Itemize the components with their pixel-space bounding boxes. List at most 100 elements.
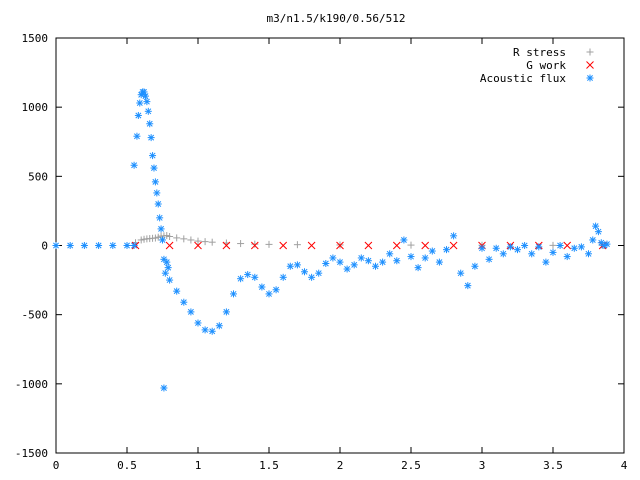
data-point — [322, 259, 330, 267]
data-point — [237, 275, 245, 283]
data-point — [428, 247, 436, 255]
data-point — [315, 269, 323, 277]
data-point — [279, 273, 287, 281]
chart-title: m3/n1.5/k190/0.56/512 — [266, 12, 405, 25]
x-tick-label: 2.5 — [401, 459, 421, 472]
data-point — [379, 258, 387, 266]
x-tick-label: 1.5 — [259, 459, 279, 472]
data-point — [258, 283, 266, 291]
y-tick-label: -1500 — [15, 447, 48, 460]
data-point — [478, 244, 486, 252]
data-point — [160, 384, 168, 392]
data-point — [421, 254, 429, 262]
data-point — [230, 290, 237, 298]
data-point — [180, 235, 188, 243]
data-point — [159, 236, 166, 244]
data-point — [222, 308, 230, 316]
data-point — [194, 319, 202, 327]
data-point — [336, 258, 344, 266]
data-point — [166, 233, 174, 241]
data-point — [208, 327, 216, 335]
data-point — [80, 242, 88, 249]
legend-label: Acoustic flux — [480, 72, 566, 85]
x-tick-label: 0 — [53, 459, 60, 472]
data-point — [492, 244, 500, 252]
data-point — [450, 232, 458, 240]
data-point — [163, 232, 171, 240]
data-point — [301, 268, 308, 276]
data-point — [244, 271, 252, 279]
data-point — [133, 132, 141, 140]
data-point — [549, 241, 557, 249]
data-point — [364, 241, 373, 250]
data-point — [386, 250, 394, 258]
data-point — [485, 255, 493, 263]
data-point — [237, 240, 245, 248]
data-point — [109, 242, 117, 249]
data-point — [457, 269, 465, 277]
data-point — [506, 243, 514, 251]
data-point — [154, 200, 162, 208]
data-point — [392, 241, 401, 250]
data-point — [173, 234, 181, 242]
series-1 — [131, 241, 607, 250]
data-point — [421, 241, 430, 250]
legend-label: G work — [526, 59, 566, 72]
data-point — [435, 258, 443, 266]
data-point — [123, 242, 131, 249]
data-point — [156, 214, 164, 222]
data-point — [201, 238, 209, 246]
data-point — [251, 273, 259, 281]
data-point — [329, 254, 337, 262]
data-point — [357, 254, 365, 262]
data-point — [393, 257, 401, 265]
data-point — [66, 242, 74, 249]
data-point — [272, 286, 280, 294]
data-point — [407, 241, 415, 249]
y-tick-label: 0 — [41, 240, 48, 253]
data-point — [600, 242, 608, 249]
data-point — [194, 241, 202, 250]
data-point — [514, 246, 521, 254]
data-point — [143, 98, 151, 106]
data-point — [154, 233, 162, 241]
data-point — [464, 282, 472, 290]
data-point — [265, 290, 273, 298]
data-point — [208, 238, 216, 246]
data-point — [556, 242, 564, 249]
data-point — [350, 261, 358, 269]
data-point — [95, 242, 103, 249]
data-point — [286, 262, 294, 270]
data-point — [443, 246, 450, 254]
series-2 — [52, 88, 611, 392]
x-tick-label: 2 — [337, 459, 344, 472]
data-point — [563, 241, 572, 250]
data-point — [251, 240, 259, 248]
data-point — [293, 241, 301, 249]
data-point — [570, 244, 578, 252]
data-point — [173, 287, 181, 295]
y-tick-label: 500 — [28, 170, 48, 183]
data-point — [187, 236, 195, 244]
data-point — [144, 107, 152, 115]
data-point — [265, 240, 273, 248]
data-point — [165, 241, 174, 250]
legend-marker — [586, 61, 594, 69]
data-point — [308, 273, 316, 281]
data-point — [137, 236, 145, 244]
data-marks — [52, 88, 611, 392]
data-point — [130, 242, 138, 249]
data-point — [364, 257, 372, 265]
data-point — [372, 262, 379, 270]
data-point — [141, 92, 149, 100]
data-point — [563, 253, 571, 261]
data-point — [407, 253, 415, 261]
data-point — [130, 161, 138, 169]
legend-marker — [586, 74, 594, 82]
y-tick-label: 1500 — [22, 32, 49, 45]
data-point — [279, 241, 288, 250]
x-tick-label: 0.5 — [117, 459, 137, 472]
data-point — [594, 228, 602, 236]
data-point — [149, 152, 157, 160]
